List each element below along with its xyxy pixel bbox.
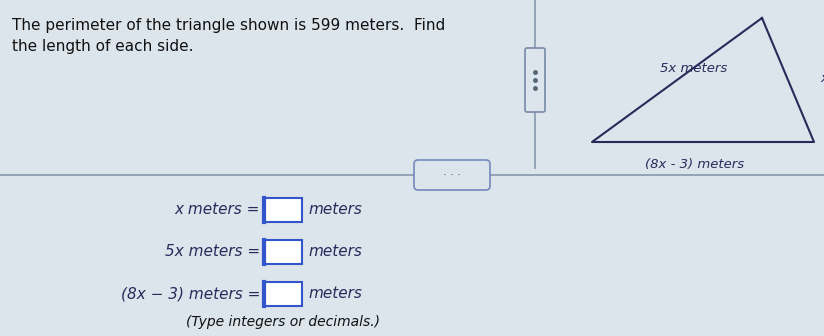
Text: (Type integers or decimals.): (Type integers or decimals.): [186, 315, 380, 329]
Text: x meters: x meters: [820, 72, 824, 84]
Text: 5x meters =: 5x meters =: [165, 245, 260, 259]
FancyBboxPatch shape: [414, 160, 490, 190]
Text: meters: meters: [308, 287, 362, 301]
Text: meters: meters: [308, 245, 362, 259]
Text: (8x − 3) meters =: (8x − 3) meters =: [120, 287, 260, 301]
Text: · · ·: · · ·: [443, 170, 461, 180]
Text: x meters =: x meters =: [175, 203, 260, 217]
Text: 5x meters: 5x meters: [660, 61, 728, 75]
Text: meters: meters: [308, 203, 362, 217]
FancyBboxPatch shape: [525, 48, 545, 112]
FancyBboxPatch shape: [264, 282, 302, 306]
FancyBboxPatch shape: [264, 240, 302, 264]
Text: (8x - 3) meters: (8x - 3) meters: [645, 158, 745, 171]
FancyBboxPatch shape: [264, 198, 302, 222]
Text: The perimeter of the triangle shown is 599 meters.  Find
the length of each side: The perimeter of the triangle shown is 5…: [12, 18, 445, 54]
